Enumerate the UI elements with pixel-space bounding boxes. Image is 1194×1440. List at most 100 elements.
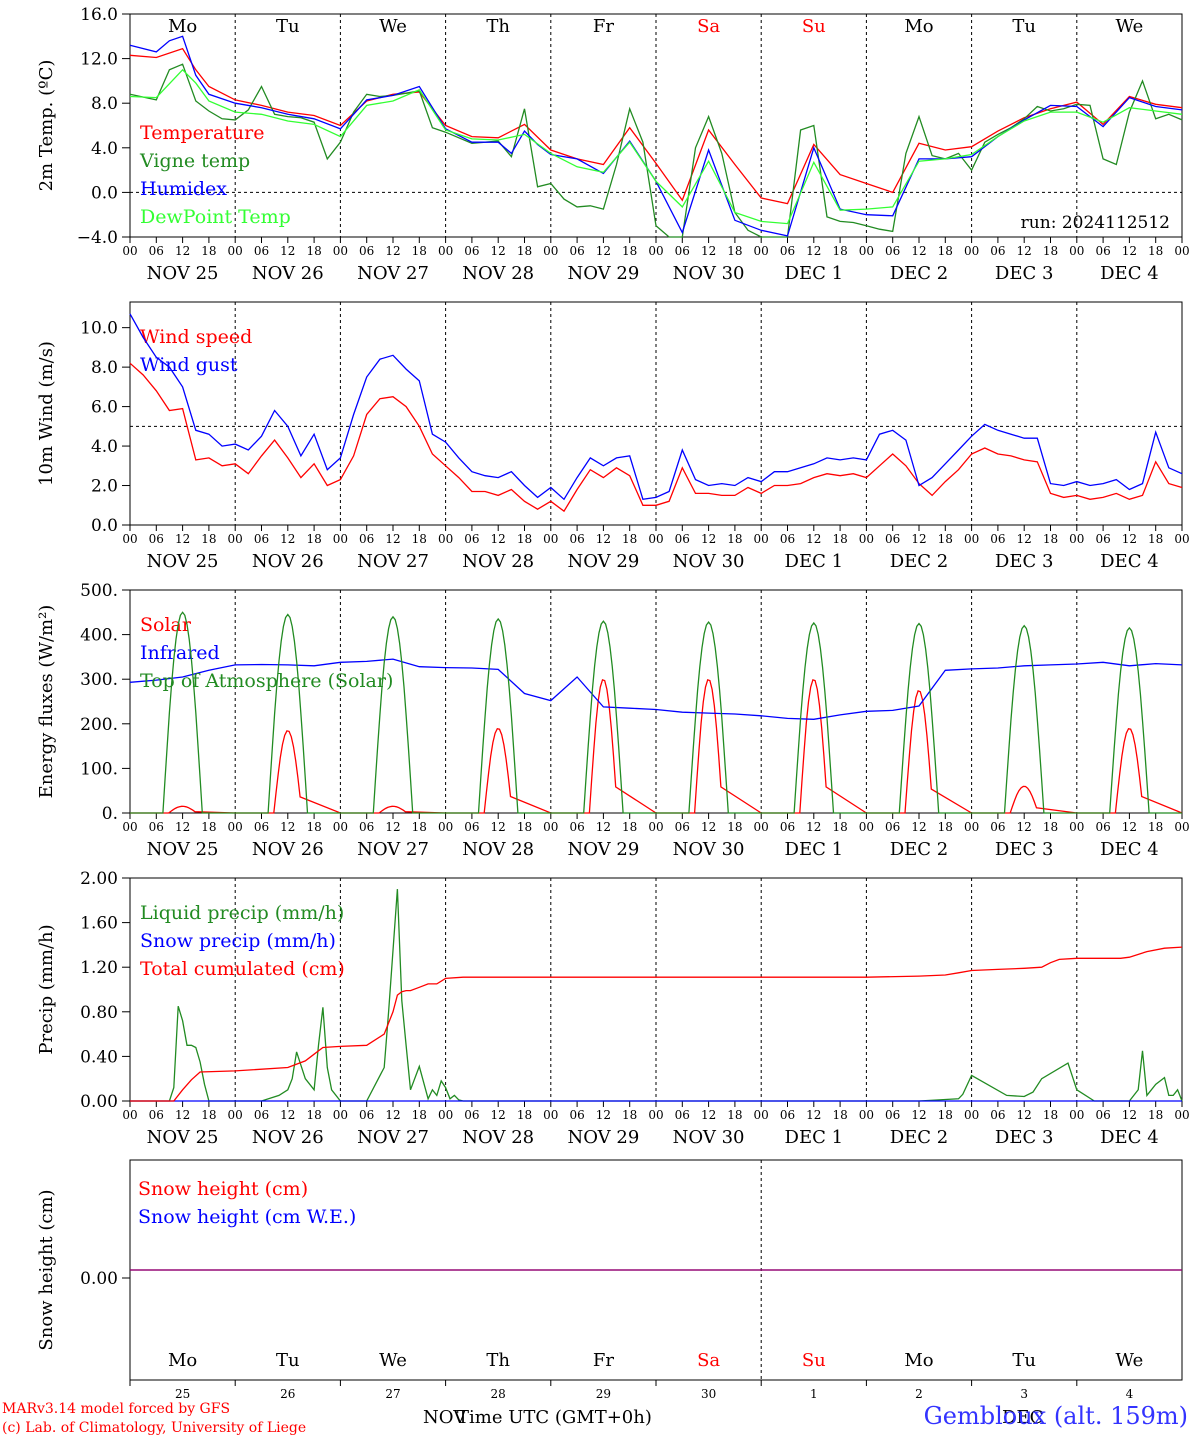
hour-tick-label: 12 (911, 244, 926, 258)
hour-tick-label: 00 (1174, 1108, 1189, 1122)
hour-tick-label: 00 (964, 820, 979, 834)
date-label: DEC 2 (890, 839, 949, 860)
series-line (129, 313, 1183, 501)
weekday-label: Su (802, 1350, 826, 1371)
hour-tick-label: 12 (491, 1108, 506, 1122)
legend-entry: Top of Atmosphere (Solar) (140, 670, 393, 692)
hour-tick-label: 18 (727, 244, 742, 258)
hour-tick-label: 18 (622, 532, 637, 546)
hour-tick-label: 12 (280, 244, 295, 258)
hour-tick-label: 00 (122, 244, 137, 258)
date-label: NOV 30 (673, 1127, 745, 1148)
hour-tick-label: 06 (149, 1108, 164, 1122)
hour-tick-label: 06 (1095, 1108, 1110, 1122)
panel-frame (129, 13, 1183, 238)
hour-tick-label: 06 (990, 244, 1005, 258)
hour-tick-label: 00 (543, 244, 558, 258)
run-annotation: run: 2024112512 (1021, 213, 1170, 233)
hour-tick-label: 12 (806, 1108, 821, 1122)
hour-tick-label: 00 (754, 244, 769, 258)
y-tick-label: 0.0 (91, 183, 118, 203)
date-label: NOV 27 (357, 551, 429, 572)
hour-tick-label: 18 (832, 244, 847, 258)
hour-tick-label: 06 (569, 1108, 584, 1122)
hour-tick-label: 00 (228, 820, 243, 834)
hour-tick-label: 00 (543, 1108, 558, 1122)
month-label-nov: NOV (423, 1407, 467, 1428)
hour-tick-label: 00 (1069, 244, 1084, 258)
hour-tick-label: 06 (464, 1108, 479, 1122)
weekday-label: We (1116, 16, 1144, 37)
hour-tick-label: 18 (1148, 820, 1163, 834)
date-label: NOV 29 (567, 839, 639, 860)
y-axis-label: 2m Temp. (ºC) (36, 60, 57, 192)
hour-tick-label: 00 (964, 244, 979, 258)
date-label: NOV 29 (567, 263, 639, 284)
y-tick-label: −4.0 (77, 228, 118, 248)
date-label: DEC 1 (785, 839, 844, 860)
hour-tick-label: 00 (1069, 1108, 1084, 1122)
hour-tick-label: 06 (1095, 820, 1110, 834)
date-label: DEC 2 (890, 1127, 949, 1148)
day-number-label: 26 (280, 1387, 295, 1401)
hour-tick-label: 12 (491, 532, 506, 546)
date-label: DEC 4 (1100, 551, 1159, 572)
hour-tick-label: 06 (359, 532, 374, 546)
legend-entry: Snow height (cm W.E.) (138, 1206, 356, 1228)
hour-tick-label: 06 (780, 1108, 795, 1122)
hour-tick-label: 06 (359, 1108, 374, 1122)
hour-tick-label: 12 (596, 532, 611, 546)
y-axis-label: 10m Wind (m/s) (36, 341, 57, 486)
date-label: NOV 28 (462, 263, 534, 284)
hour-tick-label: 12 (1017, 532, 1032, 546)
hour-tick-label: 00 (964, 1108, 979, 1122)
y-tick-label: 0.00 (80, 1269, 118, 1289)
legend-entry: Liquid precip (mm/h) (140, 902, 344, 924)
hour-tick-label: 12 (385, 820, 400, 834)
hour-tick-label: 00 (859, 1108, 874, 1122)
hour-tick-label: 12 (175, 1108, 190, 1122)
hour-tick-label: 06 (1095, 532, 1110, 546)
date-label: DEC 4 (1100, 839, 1159, 860)
hour-tick-label: 06 (464, 532, 479, 546)
hour-tick-label: 12 (596, 820, 611, 834)
weekday-label: Mo (168, 16, 197, 37)
hour-tick-label: 00 (648, 244, 663, 258)
legend-entry: Infrared (140, 642, 220, 664)
date-label: DEC 3 (995, 551, 1054, 572)
hour-tick-label: 12 (1017, 820, 1032, 834)
hour-tick-label: 00 (333, 820, 348, 834)
hour-tick-label: 18 (306, 820, 321, 834)
y-tick-label: 4.0 (91, 139, 118, 159)
legend-entry: Vigne temp (139, 150, 250, 172)
hour-tick-label: 06 (675, 1108, 690, 1122)
hour-tick-label: 06 (149, 820, 164, 834)
hour-tick-label: 00 (333, 244, 348, 258)
y-axis-label: Precip (mm/h) (36, 924, 57, 1054)
date-label: NOV 30 (673, 551, 745, 572)
hour-tick-label: 18 (1043, 532, 1058, 546)
weekday-label: We (379, 16, 407, 37)
hour-tick-label: 06 (675, 532, 690, 546)
date-label: NOV 28 (462, 839, 534, 860)
hour-tick-label: 18 (1148, 244, 1163, 258)
date-label: NOV 27 (357, 263, 429, 284)
series-line (129, 68, 1183, 225)
y-tick-label: 0.00 (80, 1092, 118, 1112)
day-number-label: 2 (915, 1387, 923, 1401)
legend-entry: Total cumulated (cm) (140, 958, 345, 980)
hour-tick-label: 18 (1148, 532, 1163, 546)
y-axis-label: Energy fluxes (W/m²) (36, 605, 57, 799)
day-number-label: 3 (1020, 1387, 1028, 1401)
hour-tick-label: 18 (832, 820, 847, 834)
hour-tick-label: 00 (228, 1108, 243, 1122)
hour-tick-label: 00 (333, 532, 348, 546)
hour-tick-label: 06 (675, 820, 690, 834)
hour-tick-label: 06 (885, 1108, 900, 1122)
hour-tick-label: 00 (1174, 244, 1189, 258)
hour-tick-label: 06 (149, 532, 164, 546)
y-tick-label: 4.0 (91, 437, 118, 457)
y-tick-label: 0.40 (80, 1047, 118, 1067)
date-label: NOV 26 (252, 1127, 324, 1148)
y-axis-label: Snow height (cm) (36, 1189, 57, 1350)
